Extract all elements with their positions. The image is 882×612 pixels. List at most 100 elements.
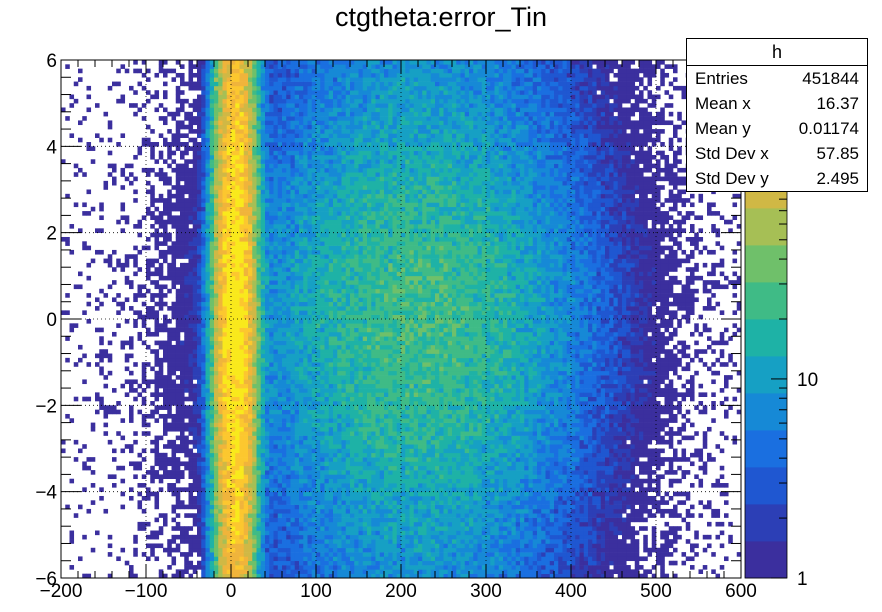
heatmap-cell [243, 206, 249, 212]
heatmap-cell [320, 534, 325, 540]
heatmap-cell [218, 219, 223, 225]
heatmap-cell [252, 146, 257, 151]
heatmap-cell [316, 573, 321, 579]
heatmap-cell [248, 206, 253, 212]
heatmap-cell [248, 68, 253, 74]
heatmap-cell [243, 349, 249, 354]
heatmap-cell [197, 94, 202, 100]
heatmap-cell [218, 72, 223, 78]
heatmap-cell [231, 245, 236, 251]
heatmap-cell [192, 245, 198, 251]
heatmap-cell [222, 543, 228, 549]
heatmap-cell [214, 185, 219, 190]
heatmap-cell [256, 461, 262, 467]
heatmap-cell [294, 370, 300, 376]
heatmap-cell [239, 176, 245, 182]
heatmap-cell [252, 293, 257, 298]
heatmap-cell [231, 392, 236, 397]
heatmap-cell [235, 236, 240, 242]
heatmap-cell [163, 314, 168, 320]
heatmap-cell [226, 172, 232, 177]
heatmap-cell [299, 129, 304, 134]
heatmap-cell [273, 422, 279, 428]
heatmap-cell [205, 176, 211, 182]
heatmap-cell [316, 521, 321, 527]
heatmap-cell [311, 94, 317, 100]
heatmap-cell [222, 422, 228, 428]
heatmap-cell [209, 129, 215, 134]
heatmap-cell [209, 336, 215, 341]
heatmap-cell [82, 461, 87, 467]
heatmap-cell [192, 569, 198, 574]
heatmap-cell [184, 133, 189, 138]
heatmap-cell [243, 111, 249, 117]
heatmap-cell [286, 357, 291, 363]
heatmap-cell [243, 236, 249, 242]
heatmap-cell [320, 357, 325, 363]
heatmap-cell [218, 444, 223, 449]
heatmap-cell [269, 547, 274, 553]
heatmap-cell [282, 159, 287, 164]
heatmap-cell [141, 116, 147, 121]
heatmap-cell [316, 526, 321, 531]
heatmap-cell [260, 245, 266, 251]
heatmap-cell [273, 98, 279, 104]
heatmap-cell [243, 418, 249, 423]
heatmap-cell [205, 336, 211, 341]
heatmap-cell [316, 448, 321, 454]
heatmap-cell [286, 539, 291, 544]
heatmap-cell [273, 366, 279, 372]
heatmap-cell [175, 457, 181, 462]
heatmap-cell [209, 85, 215, 91]
heatmap-cell [99, 349, 104, 354]
heatmap-cell [218, 383, 223, 389]
heatmap-cell [252, 336, 257, 341]
heatmap-cell [197, 530, 202, 536]
heatmap-cell [252, 288, 257, 294]
heatmap-cell [290, 206, 296, 212]
heatmap-cell [129, 163, 134, 169]
heatmap-cell [218, 85, 223, 91]
heatmap-cell [256, 129, 262, 134]
heatmap-cell [218, 470, 223, 475]
heatmap-cell [218, 426, 223, 432]
heatmap-cell [226, 431, 232, 436]
heatmap-cell [214, 280, 219, 285]
heatmap-cell [205, 284, 211, 290]
heatmap-cell [286, 133, 291, 138]
heatmap-cell [239, 396, 245, 402]
heatmap-cell [235, 539, 240, 544]
heatmap-cell [294, 526, 300, 531]
heatmap-cell [222, 206, 228, 212]
heatmap-cell [175, 271, 181, 277]
heatmap-cell [303, 405, 308, 410]
heatmap-cell [303, 224, 308, 229]
heatmap-cell [256, 85, 262, 91]
heatmap-cell [248, 129, 253, 134]
heatmap-cell [299, 375, 304, 380]
heatmap-cell [197, 409, 202, 415]
heatmap-cell [260, 146, 266, 151]
heatmap-cell [205, 474, 211, 480]
heatmap-cell [171, 159, 177, 164]
heatmap-cell [286, 232, 291, 238]
heatmap-cell [192, 120, 198, 126]
heatmap-cell [243, 271, 249, 277]
heatmap-cell [286, 353, 291, 359]
heatmap-cell [311, 418, 317, 423]
heatmap-cell [226, 396, 232, 402]
heatmap-cell [171, 508, 177, 514]
heatmap-cell [324, 116, 330, 121]
heatmap-cell [154, 448, 160, 454]
heatmap-cell [150, 491, 155, 497]
heatmap-cell [320, 94, 325, 100]
heatmap-cell [205, 517, 211, 523]
heatmap-cell [116, 409, 121, 415]
heatmap-cell [303, 185, 308, 190]
heatmap-cell [324, 418, 330, 423]
heatmap-cell [311, 513, 317, 518]
heatmap-cell [282, 340, 287, 346]
heatmap-cell [324, 457, 330, 462]
heatmap-cell [290, 103, 296, 108]
heatmap-cell [124, 357, 130, 363]
